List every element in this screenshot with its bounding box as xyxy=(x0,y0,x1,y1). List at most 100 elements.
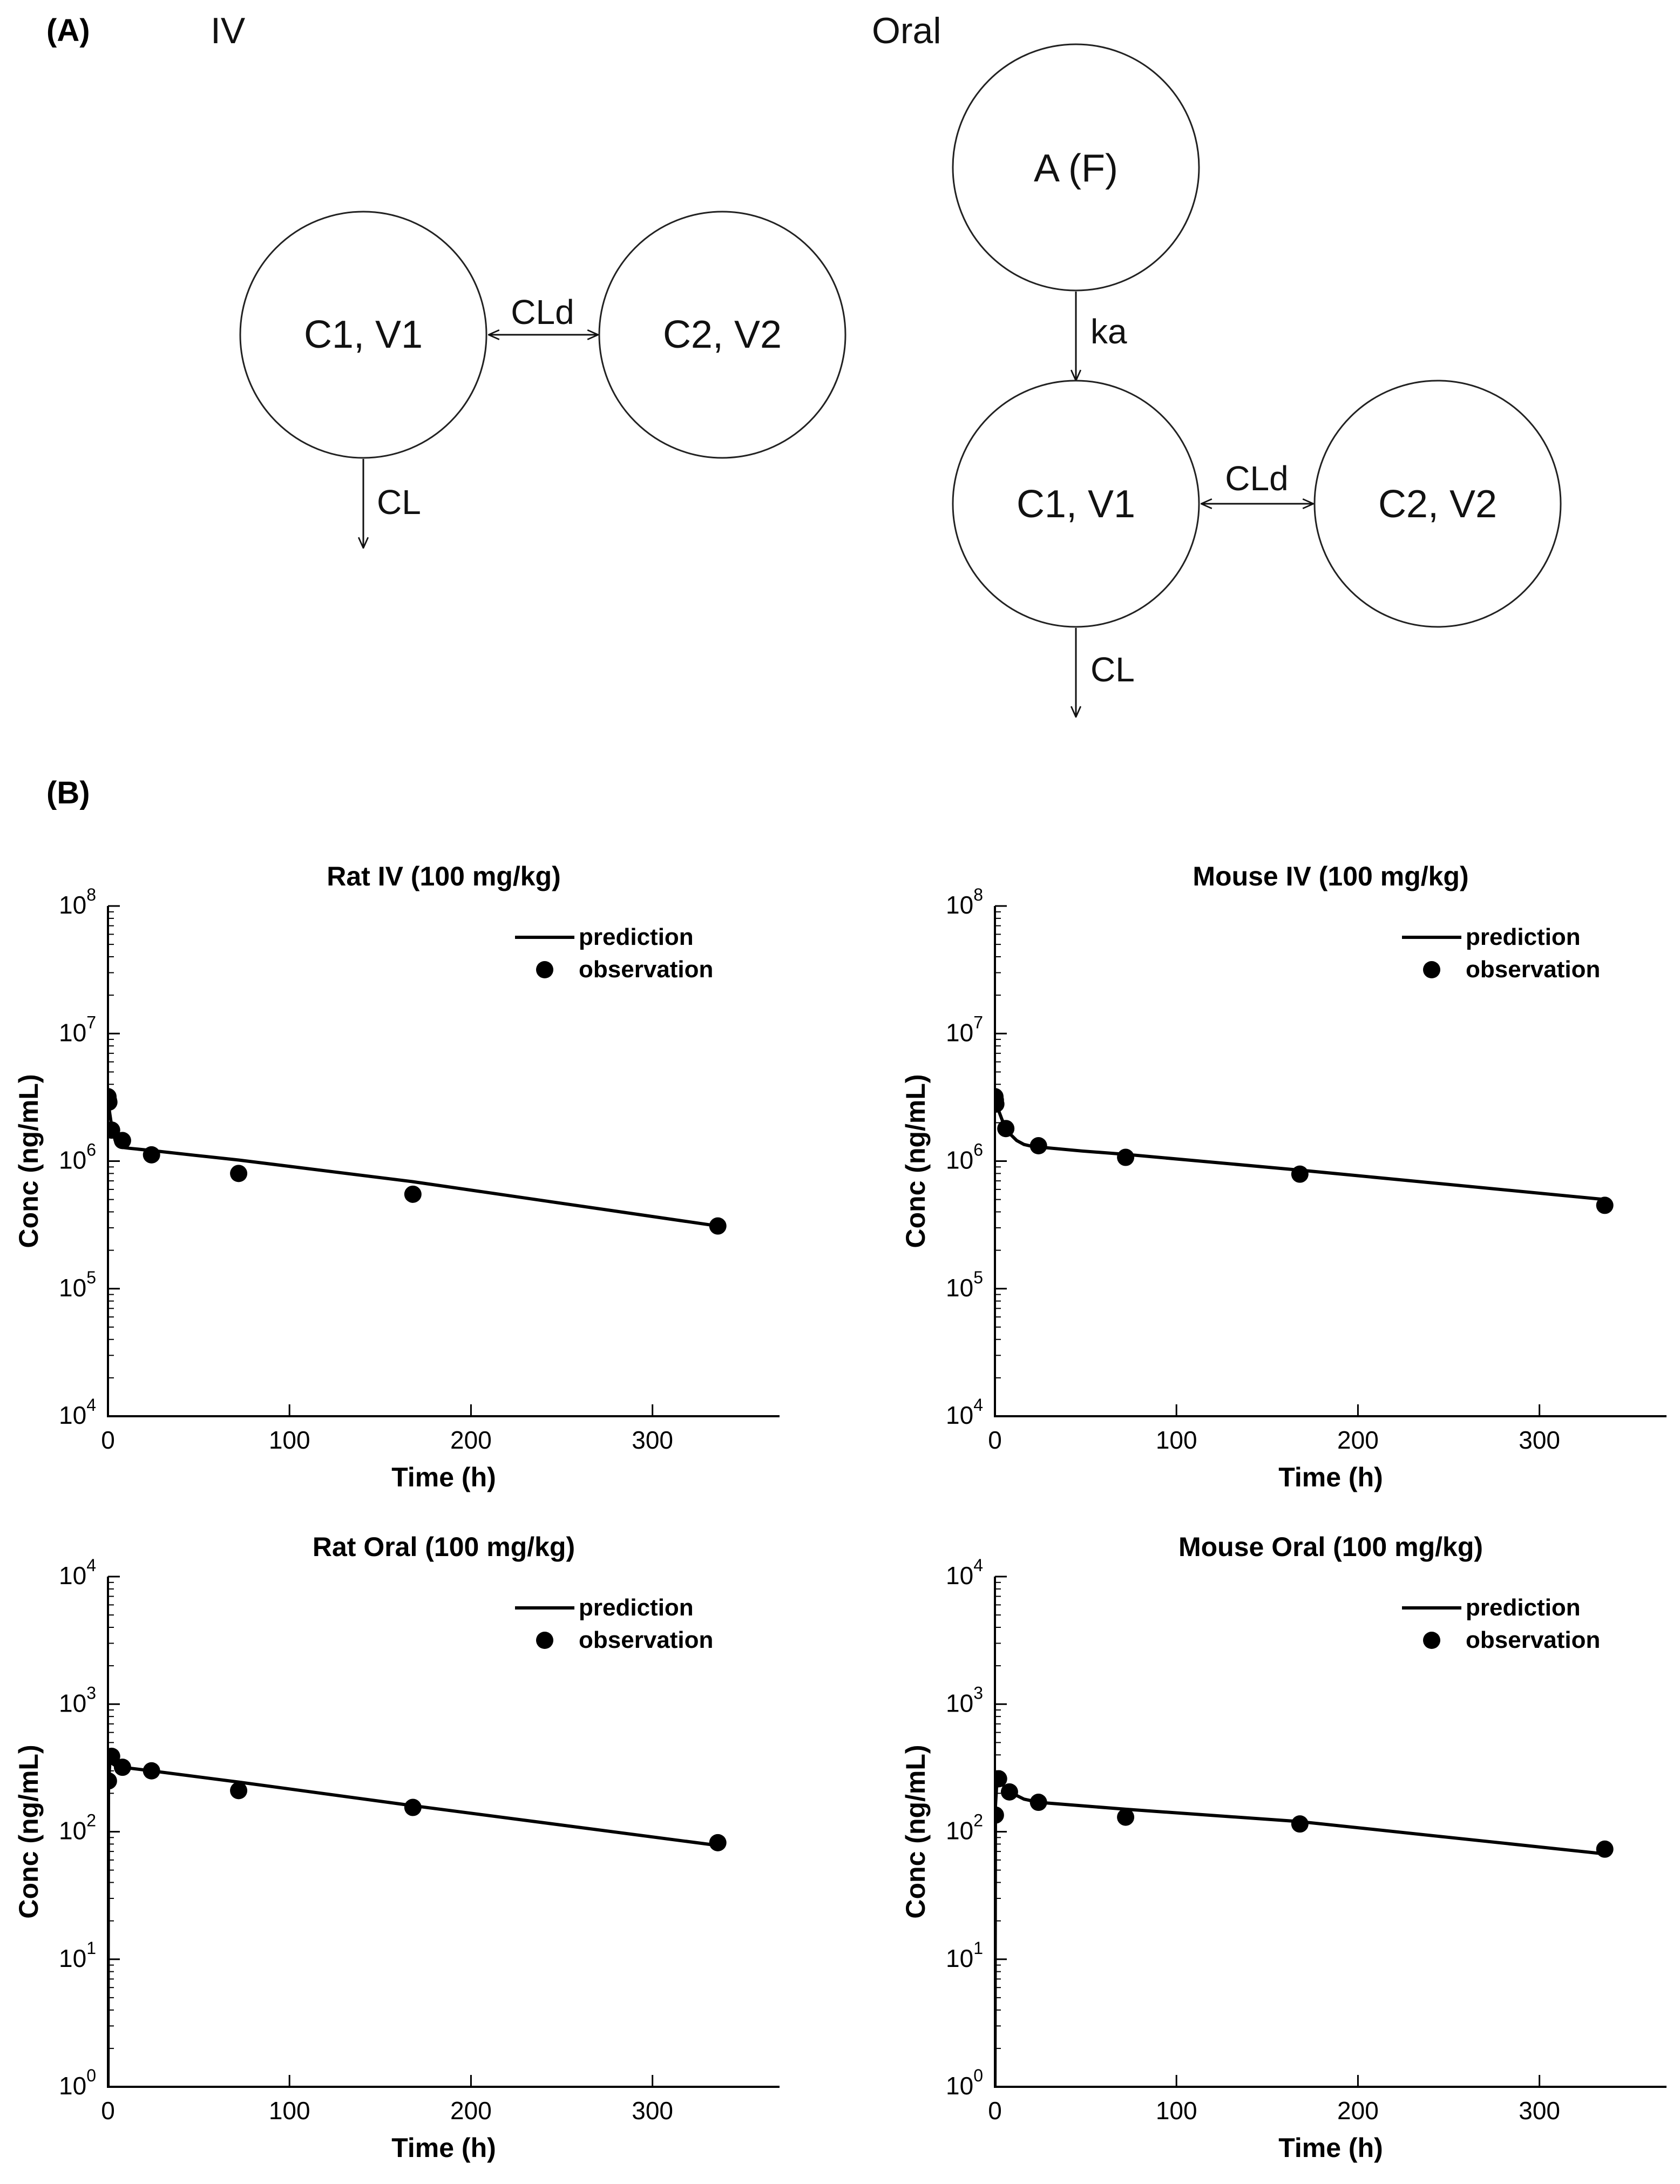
iv-peripheral-label: C2, V2 xyxy=(663,313,782,356)
x-axis-label: Time (h) xyxy=(391,2133,496,2163)
observation-point xyxy=(108,1772,117,1790)
y-tick-label: 108 xyxy=(946,885,983,919)
plot-area xyxy=(108,1747,727,2087)
panel-a-label: (A) xyxy=(46,13,90,48)
oral-absorption-label: ka xyxy=(1090,312,1127,351)
legend-label-observation: observation xyxy=(579,956,713,983)
observation-point xyxy=(1029,1794,1047,1811)
chart-rat-iv: Rat IV (100 mg/kg) 104 105 106 107 108 0 100 200… xyxy=(13,861,780,1492)
observation-point xyxy=(108,1093,118,1111)
observation-point xyxy=(1000,1783,1018,1801)
legend-label-prediction: prediction xyxy=(579,924,694,950)
y-tick-label: 104 xyxy=(59,1556,96,1590)
oral-central-label: C1, V1 xyxy=(1017,483,1135,526)
legend-marker-swatch xyxy=(536,1632,553,1649)
observation-point xyxy=(995,1770,1007,1788)
iv-title: IV xyxy=(211,10,246,51)
observation-point xyxy=(709,1834,727,1851)
y-axis-label: Conc (ng/mL) xyxy=(900,1074,931,1248)
observation-point xyxy=(995,1806,1004,1824)
observation-point xyxy=(404,1798,422,1816)
observation-point xyxy=(1029,1137,1047,1155)
observation-point xyxy=(1291,1815,1309,1833)
panel-b-label: (B) xyxy=(46,775,90,810)
y-tick-label: 104 xyxy=(946,1395,983,1429)
observation-point xyxy=(404,1185,422,1203)
oral-central-compartment xyxy=(952,380,1200,628)
observation-point xyxy=(1596,1196,1614,1214)
observation-point xyxy=(1117,1148,1135,1166)
oral-elimination-label: CL xyxy=(1090,650,1135,689)
x-tick-label: 0 xyxy=(101,1426,115,1454)
x-tick-label: 0 xyxy=(988,1426,1002,1454)
x-tick-label: 100 xyxy=(269,1426,310,1454)
observation-point xyxy=(113,1132,131,1150)
legend-label-prediction: prediction xyxy=(579,1594,694,1621)
x-tick-label: 100 xyxy=(1156,1426,1197,1454)
x-tick-label: 300 xyxy=(632,1426,673,1454)
iv-central-compartment xyxy=(239,211,487,459)
x-tick-label: 200 xyxy=(1337,1426,1379,1454)
y-tick-label: 101 xyxy=(59,1938,96,1972)
x-axis-label: Time (h) xyxy=(1278,2133,1383,2163)
plot-area xyxy=(995,1088,1614,1214)
oral-model-diagram: A (F) ka C1, V1 C2, V2 CLd CL xyxy=(952,43,1562,717)
y-tick-label: 102 xyxy=(59,1811,96,1845)
x-tick-label: 100 xyxy=(269,2097,310,2125)
legend-label-observation: observation xyxy=(1466,956,1600,983)
chart-title: Mouse IV (100 mg/kg) xyxy=(1193,861,1468,891)
legend-label-prediction: prediction xyxy=(1466,1594,1581,1621)
chart-title: Rat Oral (100 mg/kg) xyxy=(313,1532,575,1562)
y-tick-label: 106 xyxy=(59,1140,96,1174)
legend-marker-swatch xyxy=(1423,1632,1440,1649)
plot-area xyxy=(995,1770,1614,2087)
y-tick-label: 105 xyxy=(946,1268,983,1302)
y-axis-label: Conc (ng/mL) xyxy=(13,1745,44,1918)
y-tick-label: 104 xyxy=(946,1556,983,1590)
iv-central-label: C1, V1 xyxy=(304,313,423,356)
y-tick-label: 107 xyxy=(946,1012,983,1046)
legend-marker-swatch xyxy=(536,961,553,978)
y-tick-label: 101 xyxy=(946,1938,983,1972)
oral-depot-compartment xyxy=(952,43,1200,292)
chart-mouse-iv: Mouse IV (100 mg/kg) 104 105 106 107 108 0 100 2… xyxy=(900,861,1667,1492)
legend-label-observation: observation xyxy=(579,1627,713,1653)
oral-distribution-label: CLd xyxy=(1225,459,1288,498)
iv-peripheral-compartment xyxy=(598,211,846,459)
prediction-line xyxy=(995,1098,1605,1201)
iv-model-diagram: C1, V1 C2, V2 CLd CL xyxy=(239,211,846,548)
y-tick-label: 104 xyxy=(59,1395,96,1429)
y-tick-label: 100 xyxy=(946,2066,983,2100)
legend-marker-swatch xyxy=(1423,961,1440,978)
plot-area xyxy=(108,1088,727,1235)
observation-point xyxy=(997,1120,1015,1138)
x-tick-label: 300 xyxy=(632,2097,673,2125)
observation-point xyxy=(143,1146,160,1164)
oral-depot-label: A (F) xyxy=(1034,147,1118,190)
y-tick-label: 108 xyxy=(59,885,96,919)
x-tick-label: 200 xyxy=(1337,2097,1379,2125)
chart-title: Rat IV (100 mg/kg) xyxy=(327,861,560,891)
y-axis-label: Conc (ng/mL) xyxy=(900,1745,931,1918)
iv-elimination-label: CL xyxy=(377,483,421,522)
observation-point xyxy=(709,1217,727,1235)
observation-point xyxy=(143,1762,160,1780)
oral-peripheral-compartment xyxy=(1313,380,1562,628)
y-tick-label: 102 xyxy=(946,1811,983,1845)
panel-a: (A) IV Oral C1, V1 C2, V2 CLd CL A (F) k… xyxy=(46,10,1562,717)
y-tick-label: 100 xyxy=(59,2066,96,2100)
x-axis-label: Time (h) xyxy=(1278,1462,1383,1492)
x-tick-label: 0 xyxy=(101,2097,115,2125)
x-tick-label: 300 xyxy=(1519,1426,1560,1454)
x-tick-label: 200 xyxy=(450,1426,492,1454)
observation-point xyxy=(1291,1165,1309,1183)
legend-label-prediction: prediction xyxy=(1466,924,1581,950)
legend-label-observation: observation xyxy=(1466,1627,1600,1653)
oral-title: Oral xyxy=(872,10,941,51)
iv-distribution-label: CLd xyxy=(511,293,574,332)
chart-title: Mouse Oral (100 mg/kg) xyxy=(1178,1532,1483,1562)
